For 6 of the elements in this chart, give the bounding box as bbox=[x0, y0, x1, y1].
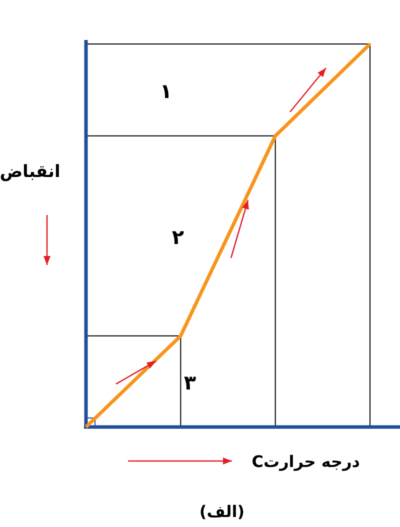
text: (الف) bbox=[199, 502, 245, 521]
x-axis-title: درجه حرارتC bbox=[252, 452, 360, 471]
annotation: ۲ bbox=[172, 224, 184, 249]
annotation: ۳ bbox=[184, 370, 196, 394]
annotation: ۱ bbox=[160, 78, 172, 103]
y-axis-title: انقباض bbox=[0, 162, 60, 182]
